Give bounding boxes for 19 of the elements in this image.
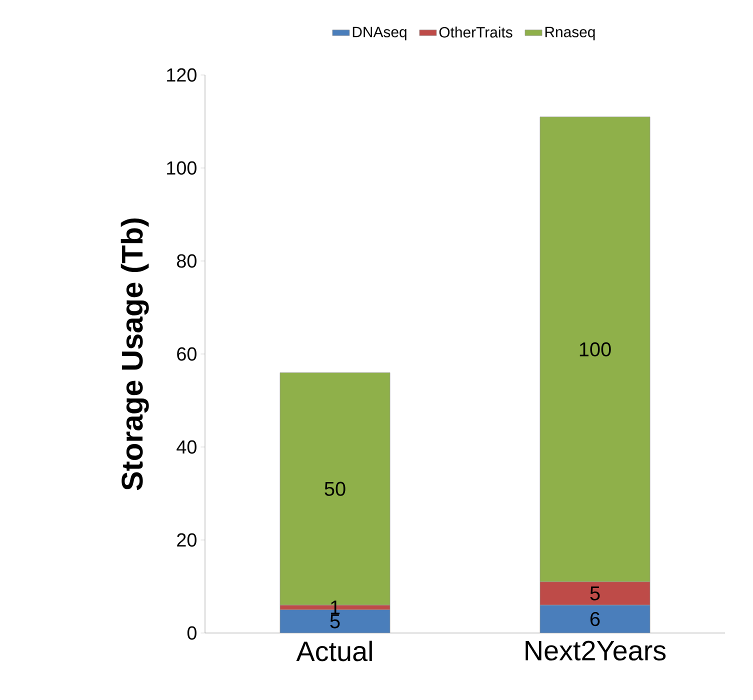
data-label: 6 (590, 612, 600, 626)
legend-label: Rnaseq (545, 26, 595, 40)
data-label: 5 (590, 586, 600, 600)
y-tick-label: 100 (167, 161, 196, 175)
y-axis-title: Storage Usage (Tb) (120, 218, 149, 490)
y-tick-label: 60 (177, 347, 196, 361)
y-tick-label: 40 (176, 440, 196, 454)
data-label: 5 (330, 614, 340, 628)
y-tick-label: 80 (177, 254, 196, 268)
data-label: 50 (324, 482, 346, 496)
x-tick-label: Next2Years (526, 640, 666, 661)
y-tick-label: 120 (167, 68, 196, 82)
x-tick-label: Actual (296, 640, 372, 662)
y-tick-label: 20 (177, 533, 196, 547)
bar (540, 604, 650, 633)
data-label: 100 (580, 342, 611, 356)
legend-label: OtherTraits (439, 26, 512, 38)
legend-label: DNAseq (352, 26, 406, 40)
y-tick-label: 0 (187, 626, 196, 640)
